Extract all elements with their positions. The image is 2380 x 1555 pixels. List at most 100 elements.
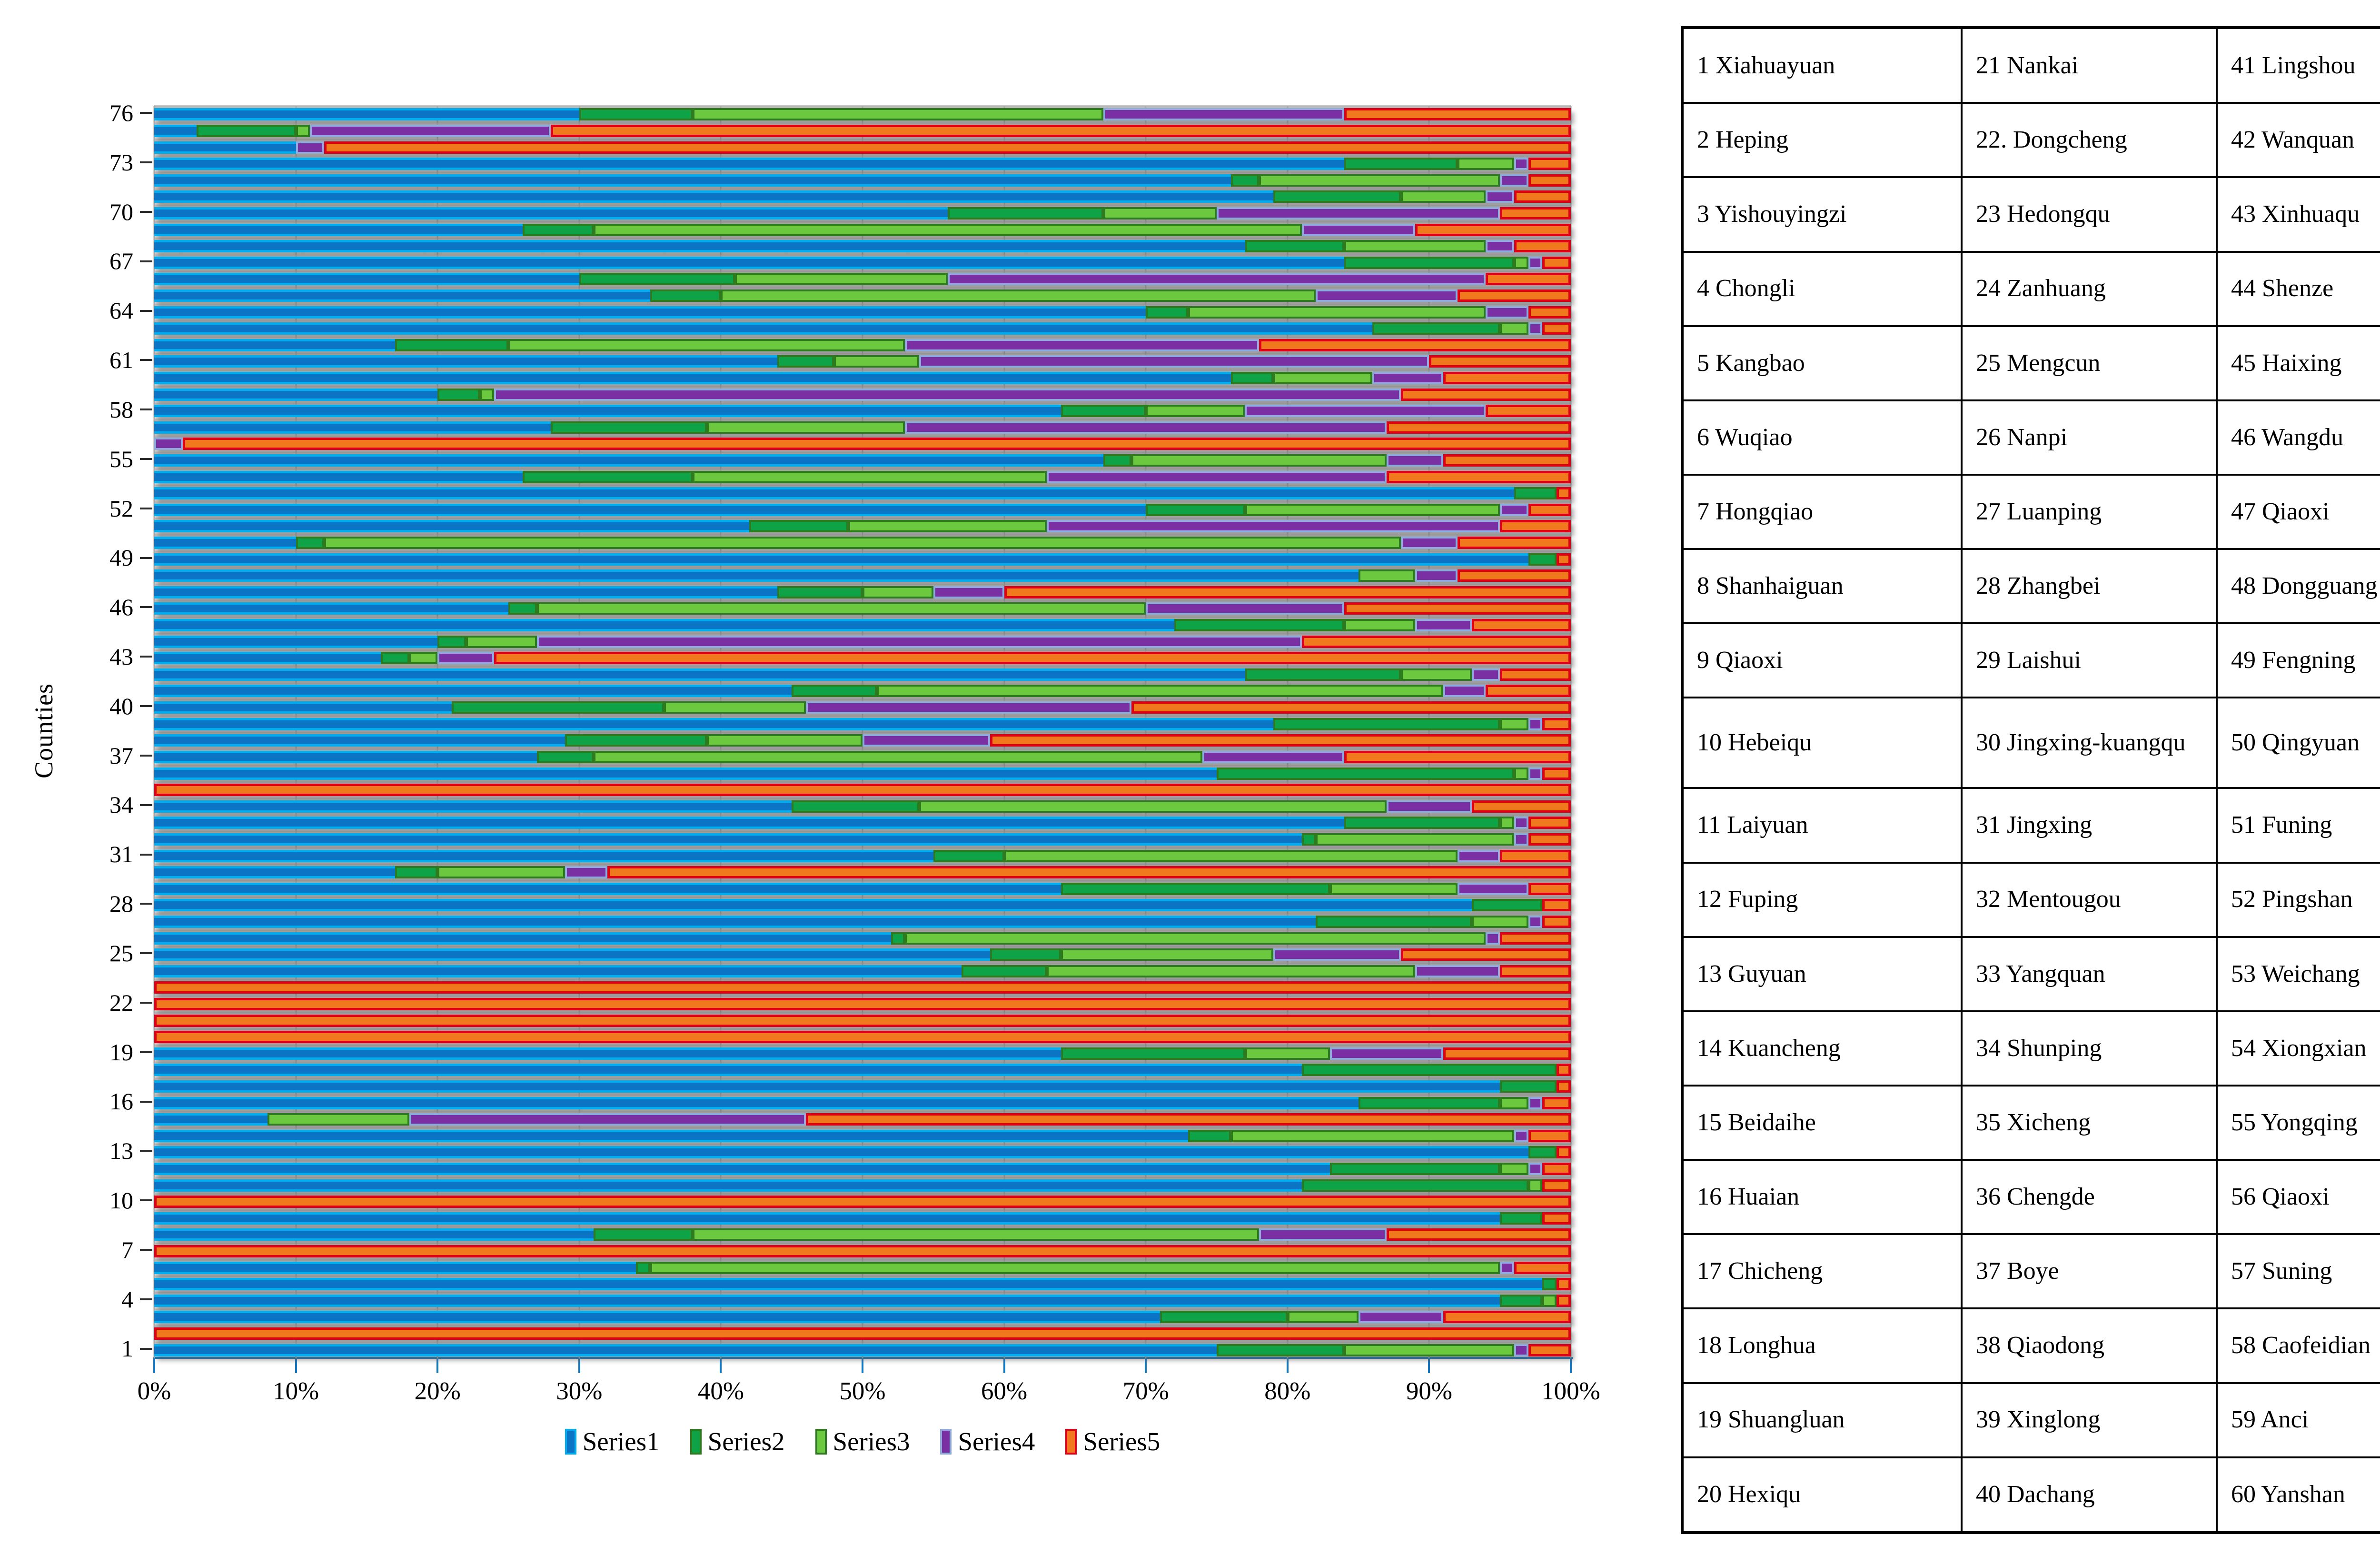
bar-segment-series3 xyxy=(848,520,1047,533)
bar-county-71 xyxy=(154,190,1571,203)
y-tick-label: 13 xyxy=(109,1137,133,1165)
legend-label: Series3 xyxy=(833,1427,910,1456)
bar-segment-series3 xyxy=(706,421,905,434)
table-cell-county: 29 Laishui xyxy=(1961,622,2218,699)
bar-segment-series5 xyxy=(1542,256,1571,269)
bar-segment-series4 xyxy=(1103,108,1344,121)
bar-segment-series1 xyxy=(154,421,551,434)
x-tick-label: 50% xyxy=(839,1377,886,1405)
bar-segment-series2 xyxy=(749,520,849,533)
bar-segment-series2 xyxy=(551,421,707,434)
bar-segment-series5 xyxy=(1528,174,1571,187)
bar-segment-series4 xyxy=(905,339,1259,351)
bar-segment-series5 xyxy=(1344,602,1571,615)
bar-segment-series5 xyxy=(1500,932,1571,945)
bar-segment-series2 xyxy=(1500,1294,1543,1307)
bar-segment-series5 xyxy=(1528,1129,1571,1142)
bar-segment-series1 xyxy=(154,767,1217,780)
bar-segment-series4 xyxy=(1514,1344,1528,1356)
bar-segment-series3 xyxy=(706,734,863,747)
bar-segment-series3 xyxy=(1188,306,1486,319)
bar-segment-series3 xyxy=(1514,767,1528,780)
bar-segment-series4 xyxy=(1528,767,1543,780)
bar-segment-series4 xyxy=(947,273,1486,286)
bar-segment-series2 xyxy=(777,355,834,368)
bar-segment-series2 xyxy=(1344,158,1458,170)
bar-segment-series1 xyxy=(154,1212,1500,1225)
table-cell-county: 11 Laiyuan xyxy=(1681,787,1963,864)
bar-segment-series3 xyxy=(1287,1311,1359,1324)
bar-county-8 xyxy=(154,1228,1571,1241)
bar-segment-series3 xyxy=(437,866,565,879)
bar-segment-series5 xyxy=(607,866,1571,879)
bar-segment-series4 xyxy=(310,124,551,137)
bar-segment-series3 xyxy=(268,1113,409,1126)
y-tick-label: 52 xyxy=(109,495,133,522)
table-cell-county: 43 Xinhuaqu xyxy=(2216,176,2380,253)
bar-county-47 xyxy=(154,586,1571,598)
bar-segment-series5 xyxy=(1557,487,1571,500)
bar-segment-series2 xyxy=(1188,1129,1231,1142)
y-tick-label: 19 xyxy=(109,1038,133,1066)
bar-segment-series3 xyxy=(1400,190,1486,203)
bar-segment-series2 xyxy=(395,339,508,351)
bar-segment-series3 xyxy=(1500,322,1528,335)
bar-county-9 xyxy=(154,1212,1571,1225)
bar-county-70 xyxy=(154,207,1571,219)
bar-segment-series4 xyxy=(1387,454,1444,467)
bar-segment-series1 xyxy=(154,734,565,747)
y-tick-label: 73 xyxy=(109,149,133,176)
legend-swatch-icon xyxy=(690,1428,702,1455)
bar-segment-series3 xyxy=(1004,849,1458,862)
table-cell-county: 14 Kuancheng xyxy=(1681,1010,1963,1087)
bar-segment-series3 xyxy=(1457,158,1514,170)
bar-county-63 xyxy=(154,322,1571,335)
table-cell-county: 13 Guyuan xyxy=(1681,936,1963,1012)
bar-segment-series2 xyxy=(1301,1179,1528,1192)
bar-county-29 xyxy=(154,882,1571,895)
bar-segment-series2 xyxy=(1061,405,1146,418)
bar-segment-series1 xyxy=(154,849,933,862)
bar-county-41 xyxy=(154,685,1571,698)
plot-area xyxy=(153,105,1572,1358)
bar-county-31 xyxy=(154,849,1571,862)
bar-segment-series2 xyxy=(579,273,735,286)
bar-segment-series5 xyxy=(1486,685,1571,698)
bar-segment-series5 xyxy=(1500,207,1571,219)
x-tick-mark xyxy=(720,1359,722,1373)
table-cell-county: 46 Wangdu xyxy=(2216,399,2380,476)
bar-segment-series1 xyxy=(154,915,1316,928)
bar-county-67 xyxy=(154,256,1571,269)
bar-segment-series2 xyxy=(1301,1064,1557,1077)
bar-segment-series3 xyxy=(862,586,933,598)
bar-segment-series3 xyxy=(1500,1163,1528,1176)
bar-segment-series2 xyxy=(635,1261,650,1274)
table-cell-county: 37 Boye xyxy=(1961,1233,2218,1310)
x-tick-mark xyxy=(1003,1359,1005,1373)
bar-segment-series1 xyxy=(154,1080,1500,1093)
bar-segment-series4 xyxy=(1528,256,1543,269)
bar-segment-series4 xyxy=(1415,569,1458,582)
bar-segment-series2 xyxy=(536,750,594,763)
bar-segment-series2 xyxy=(197,124,296,137)
bar-segment-series1 xyxy=(154,685,792,698)
bar-county-23 xyxy=(154,981,1571,994)
y-tick-label: 43 xyxy=(109,643,133,670)
x-tick-label: 60% xyxy=(981,1377,1028,1405)
bar-county-46 xyxy=(154,602,1571,615)
bar-county-50 xyxy=(154,537,1571,549)
table-cell-county: 48 Dongguang xyxy=(2216,548,2380,625)
bar-county-35 xyxy=(154,784,1571,797)
bar-segment-series2 xyxy=(792,800,920,813)
bar-segment-series2 xyxy=(437,388,480,401)
bar-county-58 xyxy=(154,405,1571,418)
y-tick-mark xyxy=(140,1100,152,1103)
bar-segment-series5 xyxy=(1387,470,1571,483)
bar-county-6 xyxy=(154,1261,1571,1274)
bar-segment-series5 xyxy=(182,438,1571,450)
bar-county-13 xyxy=(154,1146,1571,1159)
